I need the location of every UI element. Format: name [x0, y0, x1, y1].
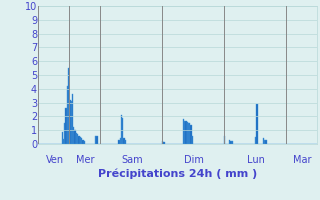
Bar	[69, 100, 71, 144]
Bar	[189, 123, 190, 144]
Bar	[184, 121, 185, 144]
Bar	[192, 136, 193, 144]
Bar	[124, 138, 125, 144]
Bar	[82, 140, 84, 144]
Bar	[264, 140, 265, 144]
Bar	[125, 140, 126, 144]
Bar	[80, 137, 81, 144]
Bar	[68, 68, 69, 144]
Bar	[164, 142, 165, 144]
Text: Ven: Ven	[45, 155, 64, 165]
Bar	[75, 130, 76, 144]
Bar	[76, 133, 77, 144]
Bar	[265, 140, 267, 144]
Bar	[122, 118, 124, 144]
Bar	[190, 125, 192, 144]
Text: Dim: Dim	[184, 155, 204, 165]
Bar	[61, 132, 63, 144]
Bar	[224, 136, 225, 144]
Bar	[121, 115, 122, 144]
Bar	[72, 94, 73, 144]
Bar	[229, 140, 230, 144]
Bar	[263, 138, 264, 144]
Bar	[230, 141, 232, 144]
Bar	[255, 137, 256, 144]
Bar	[187, 122, 188, 144]
Bar	[96, 136, 98, 144]
Bar	[64, 123, 66, 144]
Bar	[84, 141, 85, 144]
Bar	[78, 136, 80, 144]
Text: Mer: Mer	[76, 155, 95, 165]
Bar	[73, 127, 75, 144]
Bar	[120, 138, 121, 144]
Bar	[183, 119, 184, 144]
Text: Lun: Lun	[247, 155, 265, 165]
Text: Précipitations 24h ( mm ): Précipitations 24h ( mm )	[98, 169, 257, 179]
Text: Sam: Sam	[121, 155, 143, 165]
Bar	[188, 123, 189, 144]
Bar	[66, 108, 67, 144]
Bar	[67, 86, 68, 144]
Bar	[232, 141, 233, 144]
Bar	[81, 138, 82, 144]
Bar	[63, 139, 64, 144]
Text: Mar: Mar	[293, 155, 311, 165]
Bar	[77, 134, 78, 144]
Bar	[162, 141, 164, 144]
Bar	[185, 121, 187, 144]
Bar	[256, 104, 258, 144]
Bar	[95, 136, 96, 144]
Bar	[118, 140, 120, 144]
Bar	[71, 101, 72, 144]
